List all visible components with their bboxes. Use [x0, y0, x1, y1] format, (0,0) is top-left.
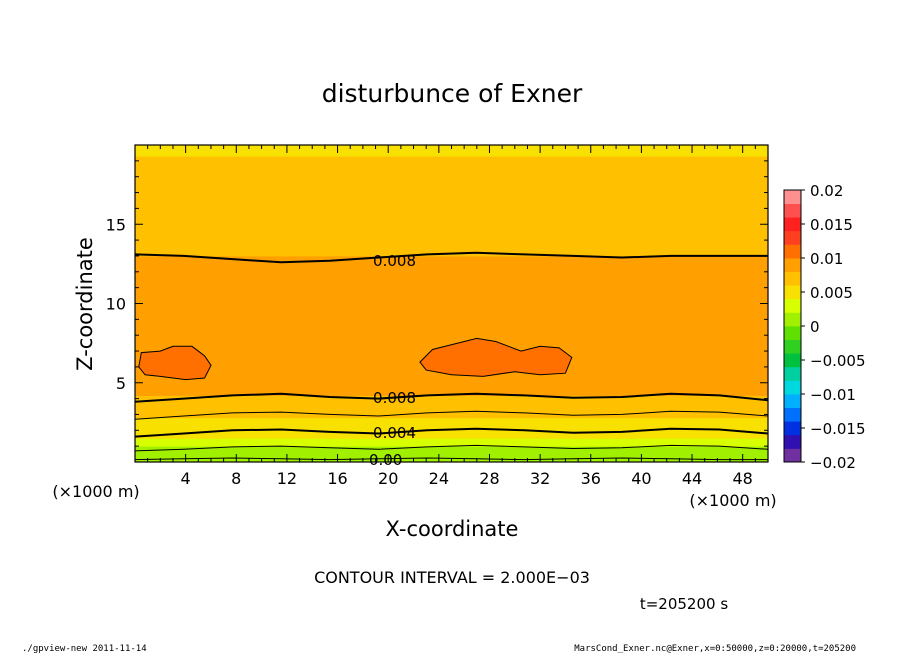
colorbar-segment	[784, 353, 801, 368]
center-blob	[419, 337, 573, 377]
colorbar-segment	[784, 258, 801, 272]
contour-interval-text: CONTOUR INTERVAL = 2.000E−03	[314, 568, 590, 587]
x-tick-label: 44	[682, 469, 702, 488]
x-tick-label: 4	[181, 469, 191, 488]
x-tick-label: 28	[479, 469, 499, 488]
contour-labels: 0.008 0.008 0.004 0.00	[369, 252, 416, 469]
contour-fills	[135, 145, 768, 463]
colorbar-segment	[784, 244, 801, 259]
contour-line-3	[134, 410, 769, 420]
colorbar-segment	[784, 366, 801, 381]
x-tick-label: 48	[733, 469, 753, 488]
colorbar-segment	[784, 217, 801, 232]
colorbar-tick-label: −0.005	[810, 352, 866, 370]
fill-band-7	[135, 387, 768, 396]
colorbar-tick-label: 0	[810, 318, 820, 336]
colorbar-tick-label: 0.015	[810, 216, 853, 234]
x-unit-right: (×1000 m)	[689, 491, 776, 510]
y-axis-label: Z-coordinate	[73, 237, 97, 371]
colorbar-segment	[784, 394, 801, 408]
colorbar: 0.02 0.015 0.01 0.005 0 −0.005 −0.01 −0.015 −0.0…	[783, 182, 866, 472]
contour-line-5	[134, 251, 768, 264]
x-axis: 4 8 12 16 20 24 28 32 36 40 44 48	[134, 145, 769, 488]
colorbar-segment	[784, 448, 801, 463]
colorbar-tick-label: −0.02	[810, 454, 856, 472]
fill-band-6	[135, 395, 768, 409]
fill-band-3	[135, 428, 768, 439]
contour-line-4	[134, 392, 769, 403]
fill-band-1	[135, 446, 768, 455]
colorbar-segment	[784, 203, 801, 218]
y-tick-label: 5	[116, 374, 126, 393]
colorbar-tick-label: 0.01	[810, 250, 843, 268]
colorbar-segment	[784, 339, 801, 354]
colorbar-tick-label: 0.02	[810, 182, 843, 200]
left-blob	[138, 345, 212, 381]
contour-label-3: 0.00	[369, 451, 402, 469]
x-tick-label: 32	[530, 469, 550, 488]
colorbar-segment	[784, 190, 801, 204]
x-unit-left: (×1000 m)	[52, 482, 139, 501]
plot-area: 0.008 0.008 0.004 0.00	[134, 144, 769, 469]
contour-label-0: 0.008	[373, 252, 416, 270]
chart-title: disturbunce of Exner	[322, 79, 583, 108]
fill-band-5	[135, 408, 768, 419]
x-tick-label: 16	[327, 469, 347, 488]
fill-band-12	[135, 145, 768, 157]
colorbar-segment	[784, 230, 801, 245]
y-tick-label: 10	[106, 295, 126, 314]
fill-band-4	[135, 417, 768, 430]
x-tick-label: 8	[231, 469, 241, 488]
colorbar-segment	[784, 326, 801, 340]
colorbar-tick-label: −0.01	[810, 386, 856, 404]
fill-band-10	[135, 197, 768, 257]
colorbar-segment	[784, 285, 801, 300]
time-text: t=205200 s	[640, 595, 728, 613]
colorbar-segment	[784, 298, 801, 313]
x-tick-label: 20	[378, 469, 398, 488]
colorbar-tick-label: 0.005	[810, 284, 853, 302]
x-axis-label: X-coordinate	[386, 517, 519, 541]
y-axis: 5 10 15	[106, 144, 768, 463]
colorbar-segment	[784, 421, 801, 436]
contour-line-1	[134, 444, 769, 452]
colorbar-segment	[784, 312, 801, 327]
contour-label-2: 0.004	[373, 424, 416, 442]
x-tick-label: 36	[581, 469, 601, 488]
colorbar-tick-label: −0.015	[810, 420, 866, 438]
colorbar-segment	[784, 380, 801, 395]
contour-label-1: 0.008	[373, 389, 416, 407]
x-tick-label: 24	[429, 469, 449, 488]
fill-band-2	[135, 438, 768, 447]
footer-right: MarsCond_Exner.nc@Exner,x=0:50000,z=0:20…	[574, 644, 856, 654]
contour-line-2	[134, 427, 769, 438]
colorbar-segment	[784, 271, 801, 286]
colorbar-segment	[784, 407, 801, 422]
fill-band-11	[135, 156, 768, 198]
colorbar-segment	[784, 434, 801, 449]
y-tick-label: 15	[106, 215, 126, 234]
x-tick-label: 12	[277, 469, 297, 488]
fill-band-9	[135, 255, 768, 331]
footer-left: ./gpview-new 2011-11-14	[22, 644, 147, 654]
x-tick-label: 40	[631, 469, 651, 488]
